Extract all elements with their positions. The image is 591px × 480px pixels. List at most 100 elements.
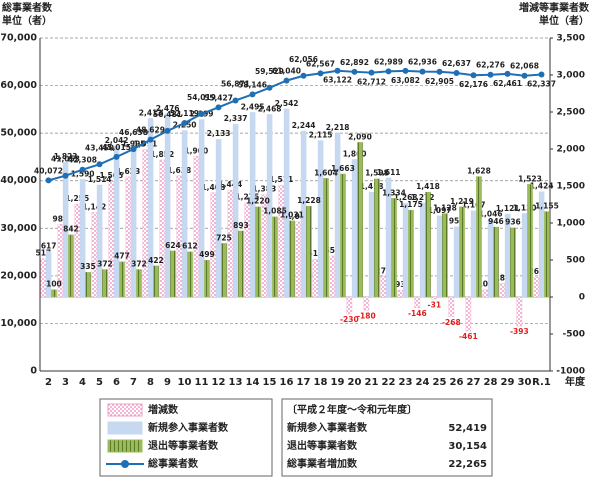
y-tick-label: 20,000 <box>0 270 37 281</box>
bar <box>85 272 91 298</box>
x-tick-label: 21 <box>365 377 379 388</box>
data-label: 1,097 <box>428 206 452 215</box>
bar <box>181 130 188 298</box>
x-tick-label: 13 <box>229 377 243 388</box>
line-marker <box>249 91 256 98</box>
bar <box>136 269 142 298</box>
data-label: 1,272 <box>411 193 435 202</box>
bar <box>249 112 256 298</box>
data-label: 842 <box>63 225 79 234</box>
data-label: -393 <box>510 327 529 336</box>
data-label: 62,905 <box>425 77 454 86</box>
data-label: 63,122 <box>323 76 352 85</box>
data-label: 42,308 <box>68 156 97 165</box>
bar <box>176 175 183 298</box>
data-label: 1,255 <box>65 194 89 203</box>
bar <box>210 192 217 298</box>
line-marker <box>487 71 494 78</box>
x-tick-label: 2 <box>45 377 52 388</box>
data-label: 1,046 <box>479 210 503 219</box>
data-label: 50,481 <box>153 110 182 119</box>
bar <box>312 259 319 298</box>
bar <box>408 209 414 298</box>
line-marker <box>62 172 69 179</box>
x-tick-label: 11 <box>195 377 209 388</box>
data-label: 58,146 <box>238 80 267 89</box>
data-label: 499 <box>199 250 215 259</box>
x-tick-label: 15 <box>263 377 277 388</box>
legend-label: 新規参入事業者数 <box>148 421 229 434</box>
data-label: 1,900 <box>184 146 208 155</box>
data-label: 2,476 <box>156 104 180 113</box>
data-label: 62,567 <box>306 59 335 68</box>
data-label: 936 <box>505 218 521 227</box>
line-marker <box>385 68 392 75</box>
bar <box>108 181 115 298</box>
line-marker <box>317 70 324 77</box>
bar <box>346 296 353 315</box>
data-label: 2,218 <box>326 123 350 132</box>
data-label: 1,031 <box>280 211 304 220</box>
data-label: 1,628 <box>467 167 491 176</box>
bar <box>79 179 86 298</box>
legend-label: 退出等事業者数 <box>148 439 219 452</box>
y2-tick-label: -500 <box>562 330 585 340</box>
bar <box>193 156 200 298</box>
data-label: 335 <box>80 262 96 271</box>
data-label: 48,629 <box>136 126 165 135</box>
y2-tick-label: 500 <box>566 256 585 266</box>
line-marker <box>351 68 358 75</box>
summary-value: 52,419 <box>448 423 487 434</box>
bar <box>470 210 477 298</box>
data-label: 43,450 <box>85 143 114 152</box>
bar <box>215 139 222 298</box>
data-label: 477 <box>114 252 130 261</box>
data-label: 2,495 <box>241 102 265 111</box>
data-label: 511 <box>308 249 324 258</box>
data-label: 2,468 <box>258 104 282 113</box>
data-label: 1,424 <box>530 182 554 191</box>
bar <box>499 283 506 298</box>
x-tick-label: 19 <box>331 377 345 388</box>
data-label: 52,119 <box>170 109 199 118</box>
bar <box>351 159 358 298</box>
bar <box>527 184 533 298</box>
x-tick-label: 24 <box>416 377 430 388</box>
line-marker <box>181 120 188 127</box>
x-tick-label: 23 <box>399 377 413 388</box>
data-label: 2,413 <box>139 108 163 117</box>
data-label: 269 <box>529 267 545 276</box>
data-label: 62,337 <box>527 79 556 88</box>
data-label: 1,418 <box>416 182 440 191</box>
summary-label: 退出等事業者数 <box>287 439 358 452</box>
x-tick-label: 3 <box>62 377 69 388</box>
x-axis-title: 年度 <box>565 375 586 388</box>
summary-title: 〔平成２年度～令和元年度〕 <box>287 403 417 416</box>
line-marker <box>368 69 375 76</box>
y-tick-label: 10,000 <box>0 318 37 329</box>
data-label: 1,590 <box>71 169 95 178</box>
bar <box>170 250 176 298</box>
data-label: 1,623 <box>116 167 140 176</box>
x-tick-label: 25 <box>433 377 447 388</box>
data-label: 2,542 <box>275 99 299 108</box>
data-label: 372 <box>131 259 147 268</box>
summary-value: 30,154 <box>448 441 487 452</box>
data-label: 2,115 <box>309 130 333 139</box>
bar <box>113 145 120 298</box>
bar <box>357 142 363 298</box>
data-label: 1,085 <box>263 207 287 216</box>
data-label: 62,276 <box>476 61 505 70</box>
data-label: 62,461 <box>493 79 522 88</box>
bar <box>521 213 528 298</box>
data-label: 1,852 <box>150 150 174 159</box>
bar <box>306 205 312 298</box>
bar <box>317 140 324 298</box>
bar <box>68 234 74 298</box>
bar <box>272 216 278 298</box>
data-label: 1,130 <box>513 203 537 212</box>
bar <box>142 149 149 298</box>
data-label: 725 <box>216 233 232 242</box>
bar <box>159 159 166 298</box>
bar <box>493 226 499 298</box>
